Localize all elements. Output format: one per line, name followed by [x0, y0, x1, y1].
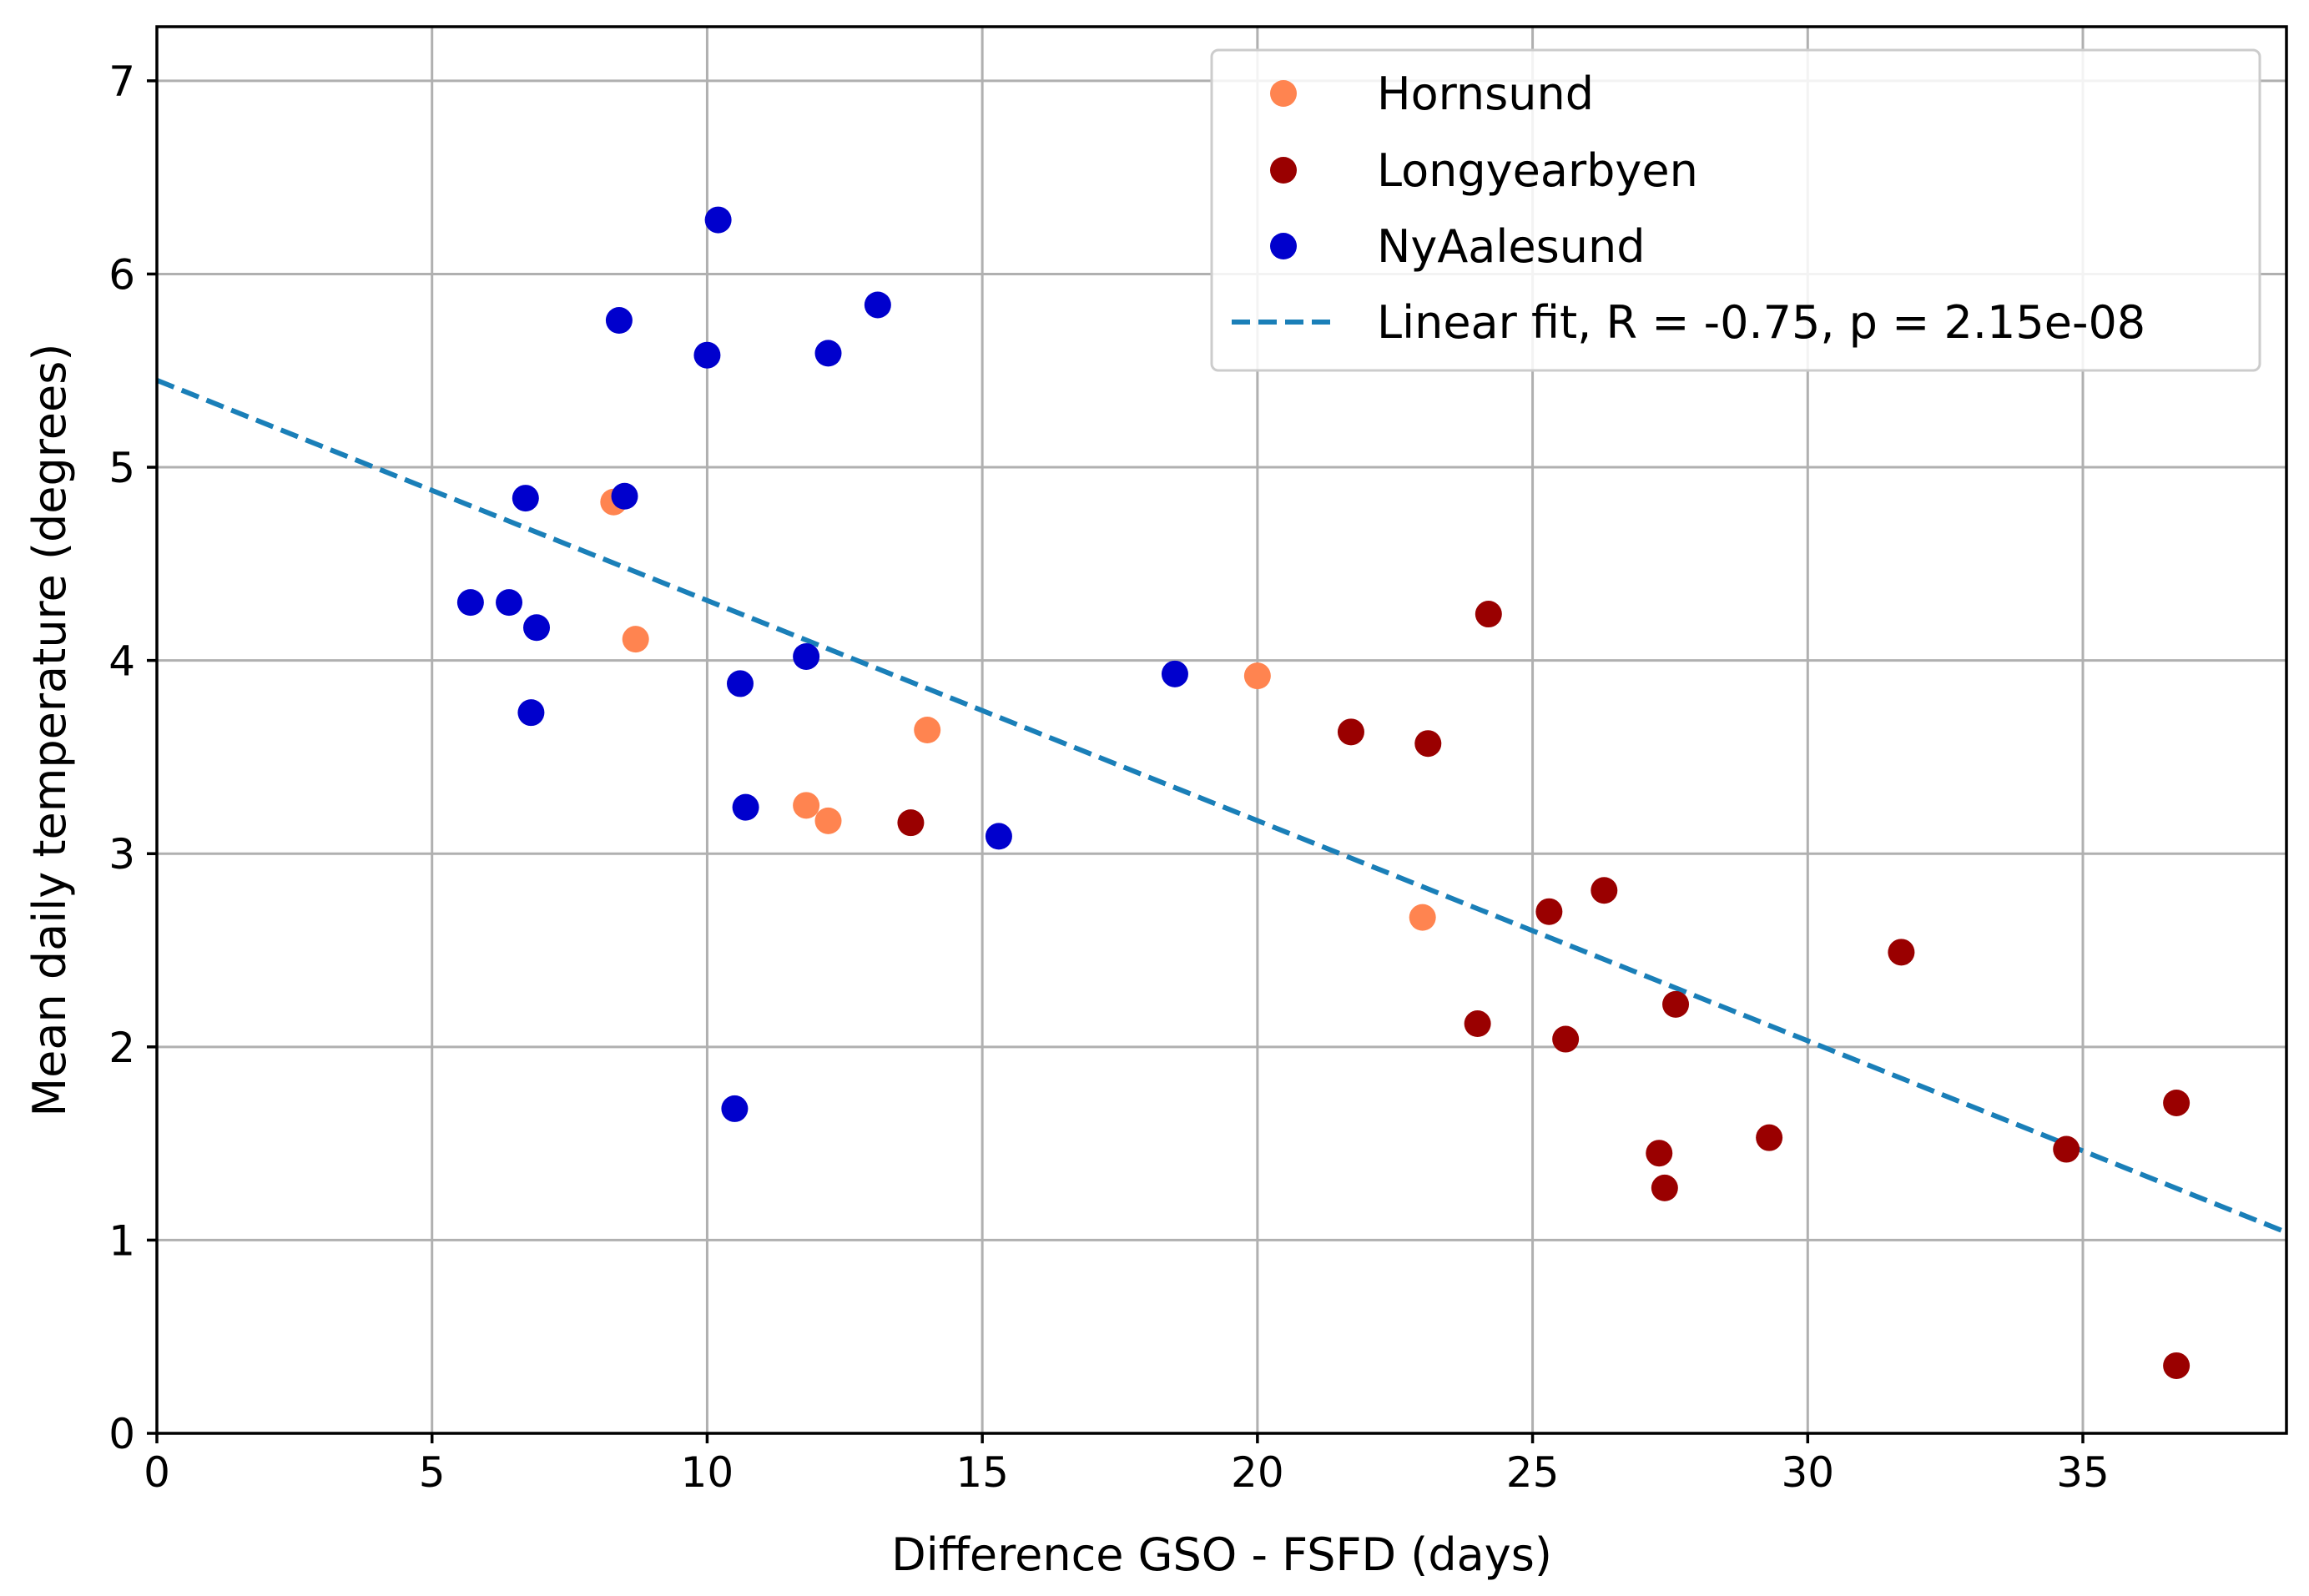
x-tick-label: 10: [681, 1448, 734, 1497]
data-point: [864, 291, 891, 319]
data-point: [1464, 1010, 1491, 1038]
data-point: [814, 807, 842, 834]
y-tick-label: 2: [108, 1024, 135, 1072]
data-point: [1888, 939, 1915, 966]
axis-ticks: 0 5 10 15 20 25 30 35 0 1 2 3 4 5 6 7: [108, 58, 2110, 1497]
fit-line: [155, 378, 2288, 1235]
legend-marker: [1270, 157, 1297, 184]
legend-label: Linear fit, R = -0.75, p = 2.15e-08: [1377, 296, 2145, 349]
data-point: [1651, 1174, 1678, 1201]
data-point: [1414, 730, 1442, 758]
data-point: [1161, 660, 1188, 687]
data-point: [985, 823, 1012, 850]
data-point: [726, 670, 754, 697]
data-point: [897, 809, 925, 837]
legend-label: Hornsund: [1377, 68, 1594, 120]
x-tick-label: 35: [2056, 1448, 2110, 1497]
plot-frame: [155, 25, 2288, 1435]
data-point: [1409, 904, 1436, 931]
data-point: [1591, 877, 1618, 904]
data-point: [456, 589, 484, 617]
y-tick-label: 1: [108, 1216, 135, 1265]
data-point: [2163, 1089, 2191, 1116]
y-tick-label: 7: [108, 58, 135, 106]
points-layer: [456, 206, 2191, 1379]
x-tick-label: 5: [419, 1448, 446, 1497]
data-point: [1552, 1025, 1580, 1053]
data-point: [814, 340, 842, 367]
data-point: [1337, 718, 1364, 746]
legend-box: [1210, 48, 2261, 372]
data-point: [1243, 662, 1271, 690]
legend: Hornsund Longyearbyen NyAalesund Linear fit…: [1210, 48, 2261, 372]
data-point: [605, 307, 633, 335]
data-point: [1646, 1140, 1673, 1167]
fit-line-layer: [155, 378, 2288, 1235]
x-tick-label: 20: [1231, 1448, 1284, 1497]
data-point: [523, 614, 551, 642]
y-tick-label: 4: [108, 637, 135, 686]
data-point: [793, 642, 820, 670]
data-point: [1756, 1124, 1783, 1151]
legend-label: NyAalesund: [1377, 220, 1645, 273]
data-point: [732, 793, 759, 821]
data-point: [721, 1095, 749, 1122]
y-tick-label: 3: [108, 830, 135, 879]
data-point: [496, 589, 523, 617]
x-tick-label: 0: [144, 1448, 170, 1497]
data-point: [517, 699, 545, 727]
legend-marker: [1270, 233, 1297, 259]
y-tick-label: 5: [108, 444, 135, 492]
data-point: [611, 482, 638, 510]
data-point: [1535, 898, 1563, 925]
data-point: [914, 717, 941, 743]
y-axis-label: Mean daily temperature (degrees): [23, 344, 76, 1117]
data-point: [2163, 1352, 2191, 1379]
data-point: [793, 792, 820, 819]
y-tick-label: 6: [108, 250, 135, 299]
legend-marker: [1270, 80, 1297, 107]
x-axis-label: Difference GSO - FSFD (days): [891, 1528, 1552, 1581]
data-point: [2053, 1135, 2080, 1163]
data-point: [693, 341, 721, 369]
data-point: [1475, 601, 1502, 628]
x-tick-label: 30: [1781, 1448, 1834, 1497]
y-tick-label: 0: [108, 1410, 135, 1458]
data-point: [704, 206, 732, 234]
x-tick-label: 15: [955, 1448, 1009, 1497]
data-point: [622, 626, 649, 653]
legend-label: Longyearbyen: [1377, 144, 1698, 197]
data-point: [512, 485, 539, 512]
x-tick-label: 25: [1506, 1448, 1560, 1497]
data-point: [1662, 990, 1690, 1018]
